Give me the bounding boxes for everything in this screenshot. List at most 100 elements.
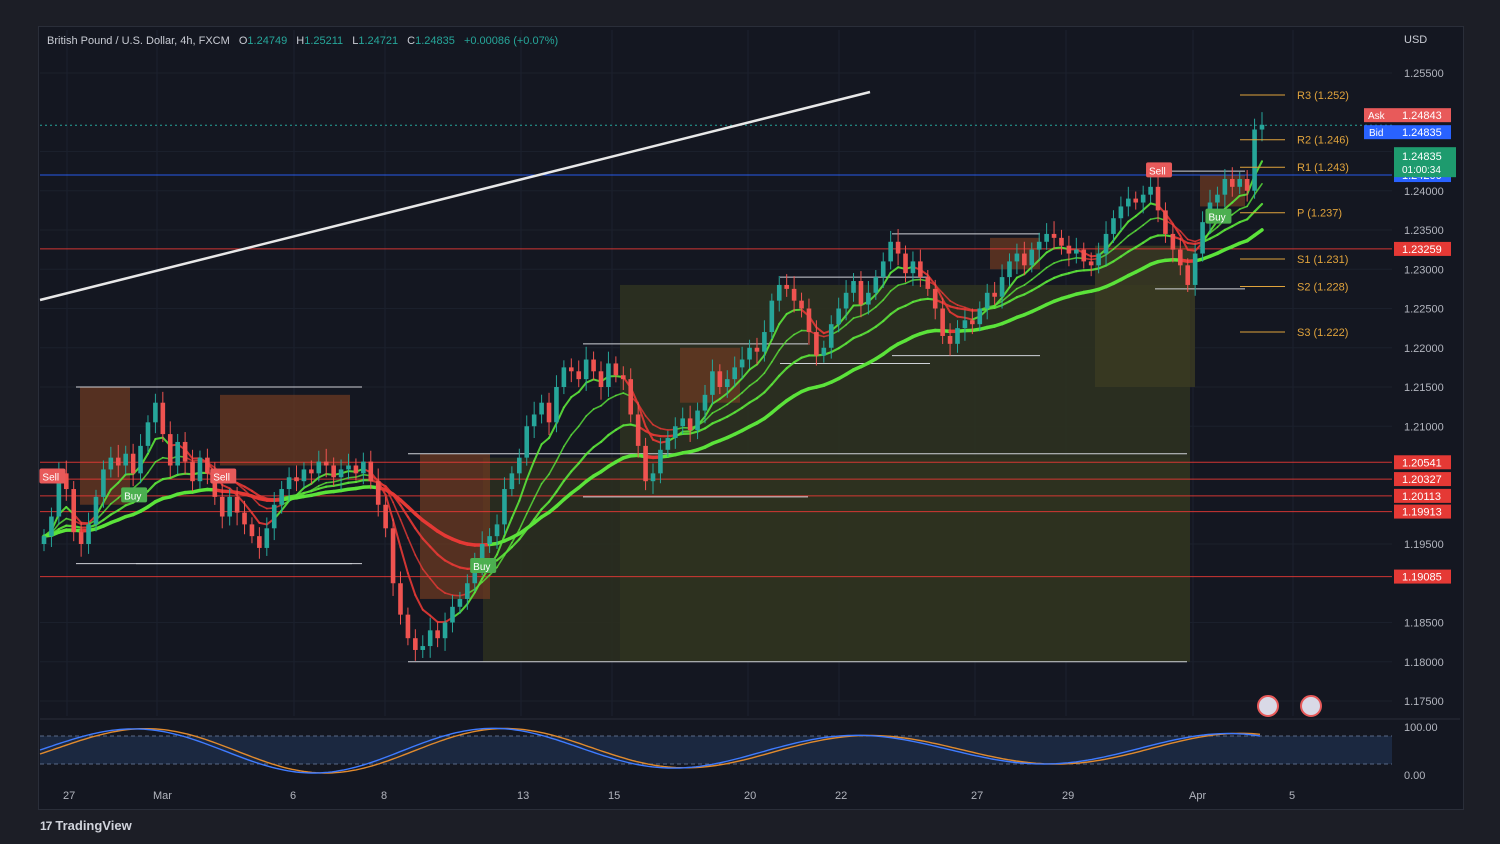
moving-average-segment: [1023, 278, 1033, 286]
moving-average-segment: [258, 521, 268, 526]
moving-average-segment: [1067, 270, 1078, 275]
candle-body: [851, 281, 856, 293]
moving-average-segment: [562, 396, 573, 409]
candle-body: [271, 504, 277, 529]
x-tick-label: 27: [971, 790, 983, 802]
moving-average-segment: [325, 484, 335, 488]
candle-body: [932, 288, 938, 309]
moving-average-segment: [1120, 235, 1130, 244]
moving-average-segment: [837, 324, 847, 332]
moving-average-segment: [421, 537, 432, 548]
moving-average-segment: [458, 566, 469, 570]
candle-body: [650, 473, 656, 482]
moving-average-segment: [1252, 228, 1264, 238]
tradingview-logo[interactable]: 17 TradingView: [40, 818, 132, 833]
candle-body: [479, 544, 485, 564]
moving-average-segment: [793, 329, 803, 336]
moving-average-segment: [399, 546, 409, 575]
moving-average-segment: [444, 592, 454, 596]
moving-average-segment: [718, 415, 729, 422]
moving-average-segment: [756, 372, 766, 382]
candle-body: [910, 261, 916, 274]
moving-average-segment: [540, 500, 551, 511]
candle-body: [672, 426, 678, 439]
moving-average-segment: [889, 284, 899, 292]
moving-average-segment: [540, 436, 551, 446]
moving-average-segment: [1149, 217, 1159, 221]
moving-average-segment: [503, 516, 513, 537]
moving-average-segment: [919, 297, 929, 301]
high-value: 1.25211: [304, 35, 344, 47]
moving-average-segment: [963, 308, 974, 312]
moving-average-segment: [963, 316, 974, 321]
candle-body: [843, 292, 849, 309]
moving-average-segment: [1008, 276, 1018, 289]
candle-body: [762, 332, 767, 352]
moving-average-segment: [1142, 202, 1152, 211]
sell-signal-label: Sell: [42, 473, 59, 484]
moving-average-segment: [110, 497, 120, 505]
buy-signal-tag: [1205, 208, 1232, 224]
moving-average-segment: [1253, 202, 1264, 213]
pivot-label: S2 (1.228): [1297, 282, 1348, 294]
candle-body: [1148, 186, 1153, 195]
moving-average-segment: [406, 572, 417, 597]
price-level-label: 1.23259: [1402, 244, 1442, 256]
candle-body: [613, 363, 619, 376]
candle-body: [888, 241, 893, 262]
moving-average-segment: [436, 553, 447, 562]
moving-average-segment: [146, 482, 157, 493]
moving-average-segment: [1030, 285, 1041, 292]
moving-average-segment: [770, 374, 781, 386]
moving-average-segment: [651, 433, 662, 438]
moving-average-segment: [1179, 234, 1189, 251]
moving-average-segment: [1090, 267, 1100, 272]
moving-average-segment: [577, 453, 588, 465]
moving-average-segment: [748, 379, 758, 387]
moving-average-segment: [949, 311, 959, 318]
moving-average-segment: [510, 499, 521, 519]
moving-average-segment: [904, 300, 915, 307]
moving-average-segment: [429, 577, 439, 589]
moving-average-segment: [102, 513, 112, 522]
moving-average-segment: [317, 485, 328, 490]
sell-signal-label: Sell: [1149, 166, 1166, 177]
candle-body: [873, 277, 879, 293]
moving-average-segment: [1231, 221, 1241, 228]
last-price-value: 1.24835: [1402, 151, 1442, 163]
candle-body: [576, 371, 582, 380]
candle-body: [1215, 194, 1220, 203]
candle-body: [791, 288, 797, 301]
candle-body: [153, 402, 158, 423]
moving-average-segment: [1134, 224, 1144, 232]
moving-average-segment: [704, 412, 714, 422]
candle-body: [702, 394, 708, 411]
moving-average-segment: [652, 423, 662, 430]
moving-average-segment: [57, 524, 68, 531]
moving-average-segment: [355, 473, 365, 478]
candle-body: [487, 536, 492, 544]
moving-average-segment: [993, 304, 1004, 309]
candle-body: [1192, 253, 1198, 285]
moving-average-segment: [451, 594, 461, 597]
candle-body: [1044, 233, 1049, 242]
candle-body: [680, 418, 686, 427]
moving-average-segment: [956, 307, 967, 311]
candle-body: [940, 308, 945, 336]
moving-average-segment: [748, 363, 758, 371]
moving-average-segment: [904, 279, 914, 285]
moving-average-segment: [771, 349, 781, 363]
moving-average-segment: [563, 434, 573, 448]
moving-average-segment: [615, 392, 625, 397]
open-value: 1.24749: [247, 35, 288, 47]
moving-average-segment: [1149, 234, 1160, 239]
x-tick-label: Mar: [153, 790, 172, 802]
moving-average-segment: [354, 479, 365, 484]
moving-average-segment: [1104, 260, 1115, 267]
candle-body: [115, 457, 121, 466]
moving-average-segment: [58, 517, 68, 525]
moving-average-segment: [139, 471, 149, 483]
moving-average-segment: [659, 427, 669, 431]
candle-body: [286, 477, 292, 490]
